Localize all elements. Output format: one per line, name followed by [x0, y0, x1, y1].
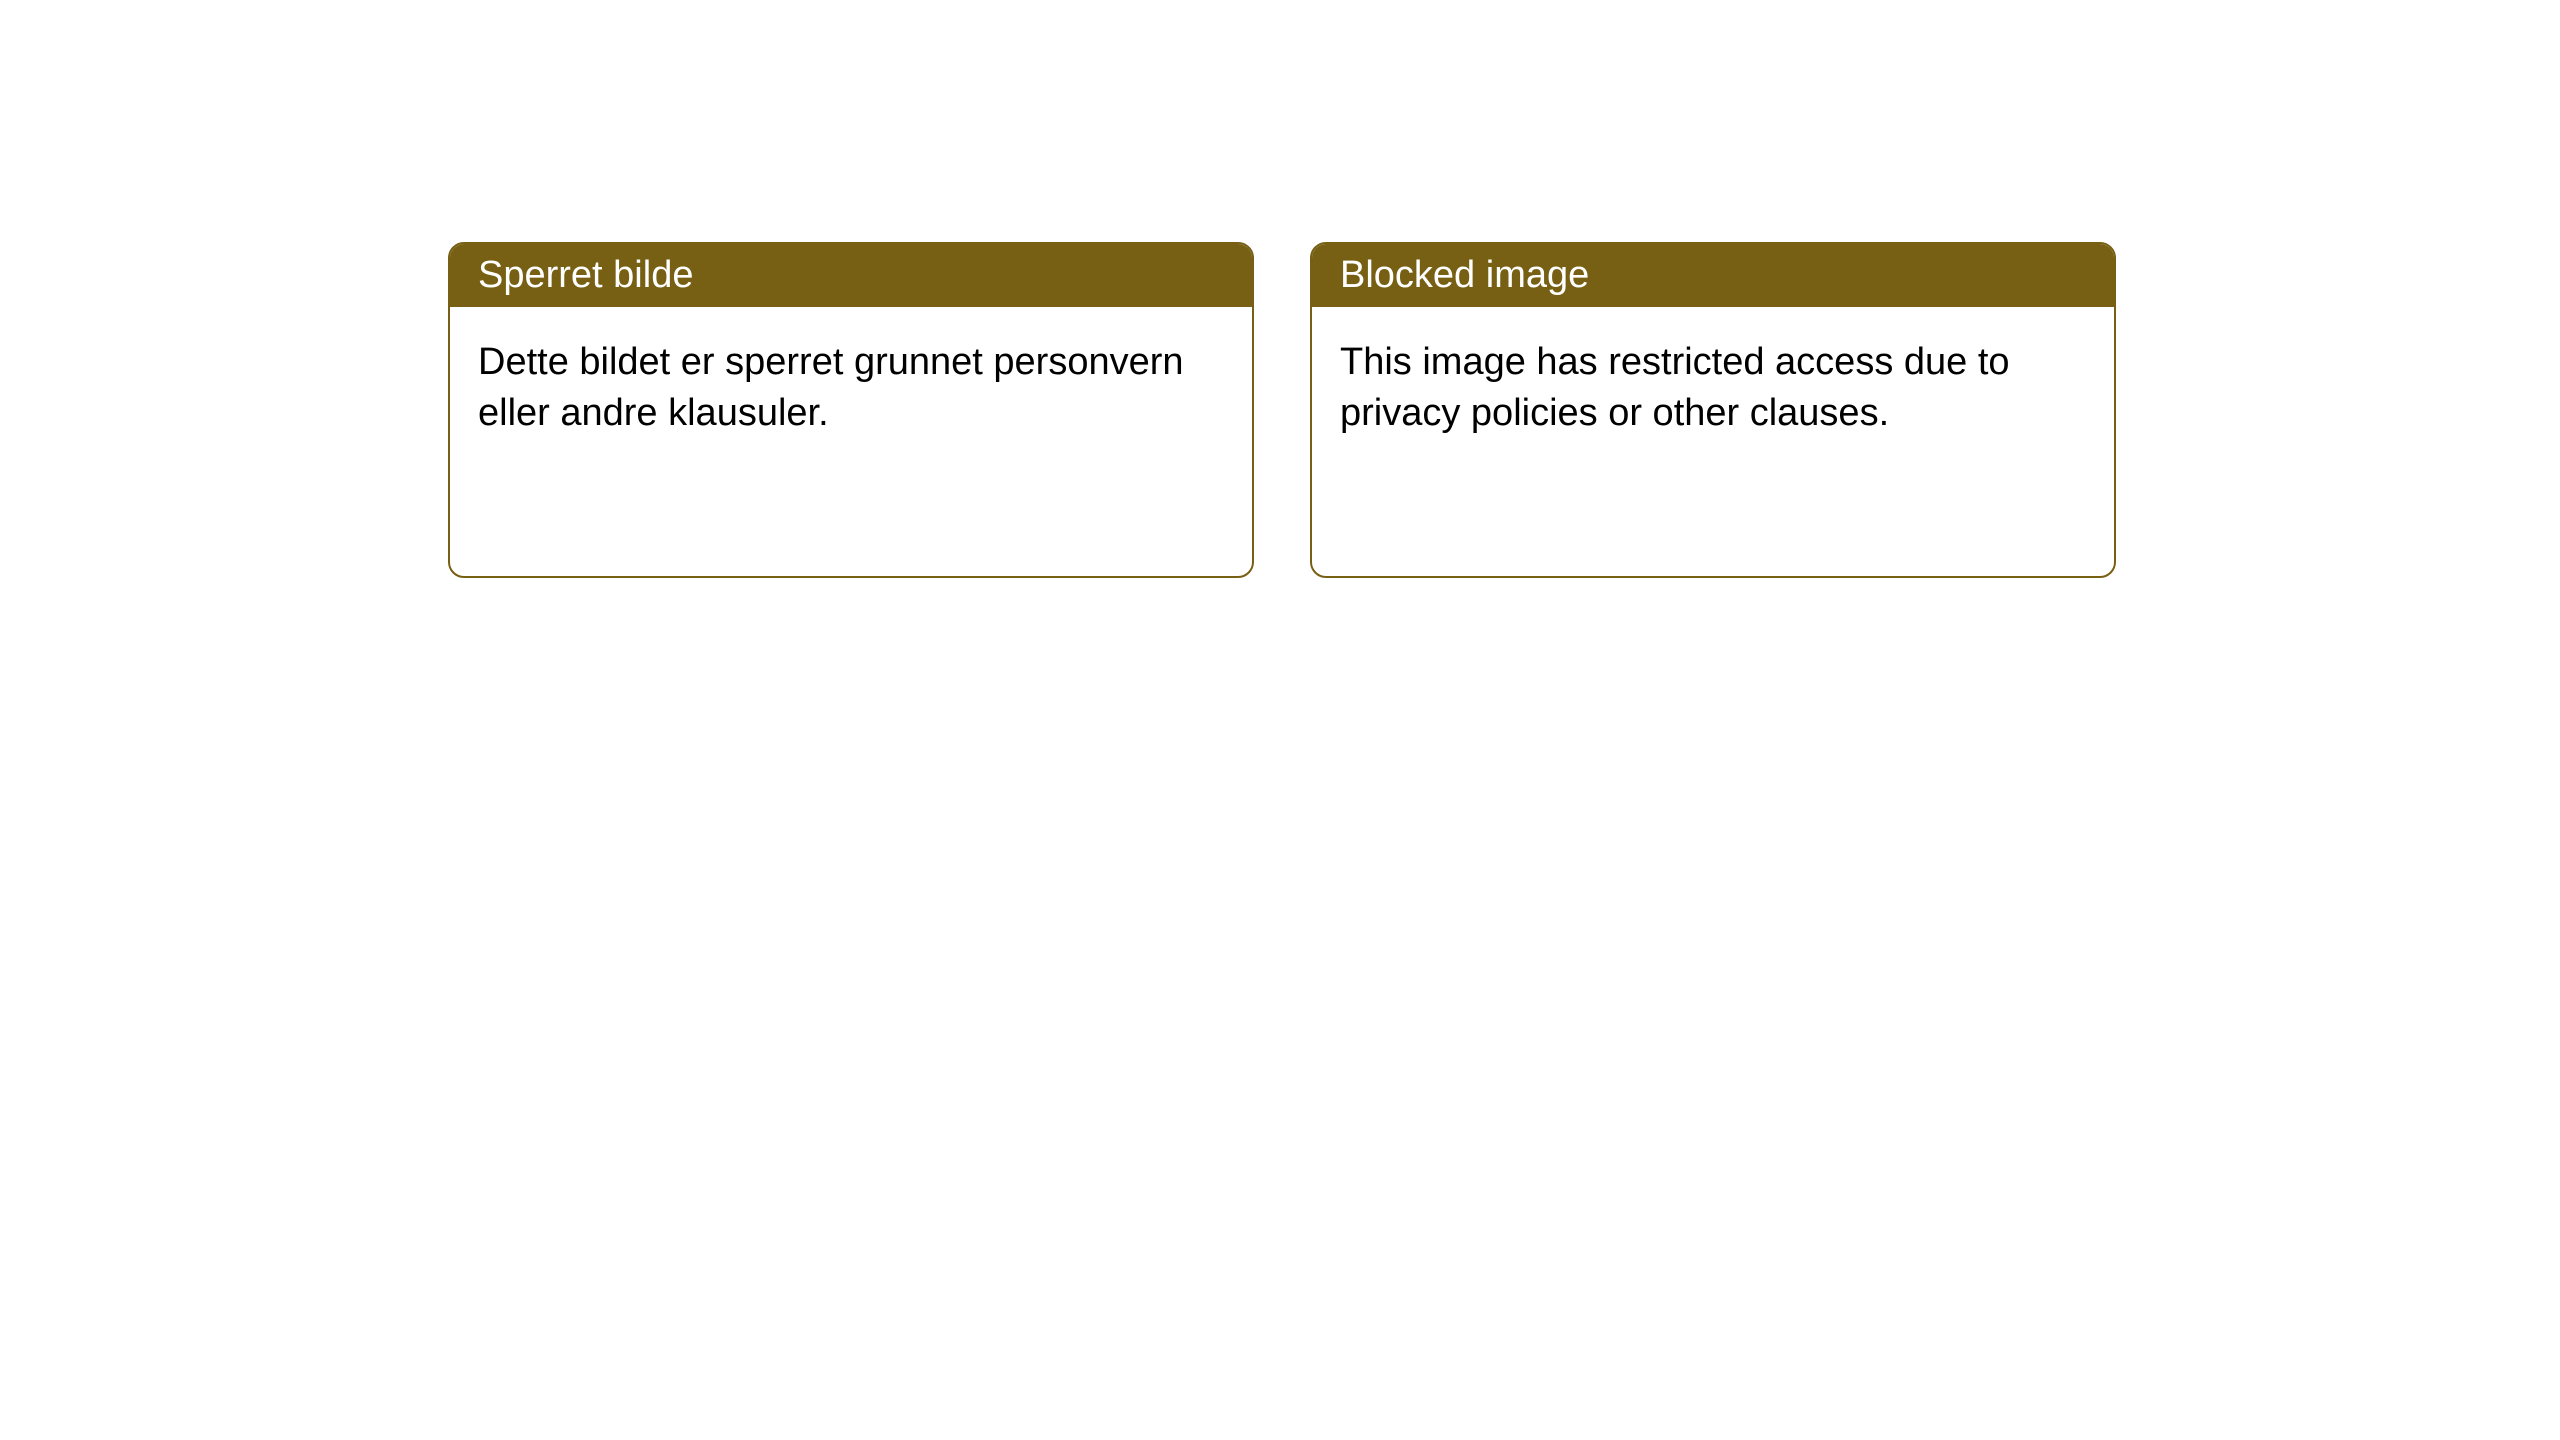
notice-card-header: Blocked image	[1312, 244, 2114, 307]
notice-cards-container: Sperret bilde Dette bildet er sperret gr…	[448, 242, 2116, 578]
notice-card-title: Blocked image	[1340, 254, 1589, 296]
notice-card-title: Sperret bilde	[478, 254, 693, 296]
notice-card-norwegian: Sperret bilde Dette bildet er sperret gr…	[448, 242, 1254, 578]
notice-card-english: Blocked image This image has restricted …	[1310, 242, 2116, 578]
notice-card-message: This image has restricted access due to …	[1340, 341, 2010, 434]
notice-card-header: Sperret bilde	[450, 244, 1252, 307]
notice-card-message: Dette bildet er sperret grunnet personve…	[478, 341, 1184, 434]
notice-card-body: This image has restricted access due to …	[1312, 307, 2114, 470]
notice-card-body: Dette bildet er sperret grunnet personve…	[450, 307, 1252, 470]
